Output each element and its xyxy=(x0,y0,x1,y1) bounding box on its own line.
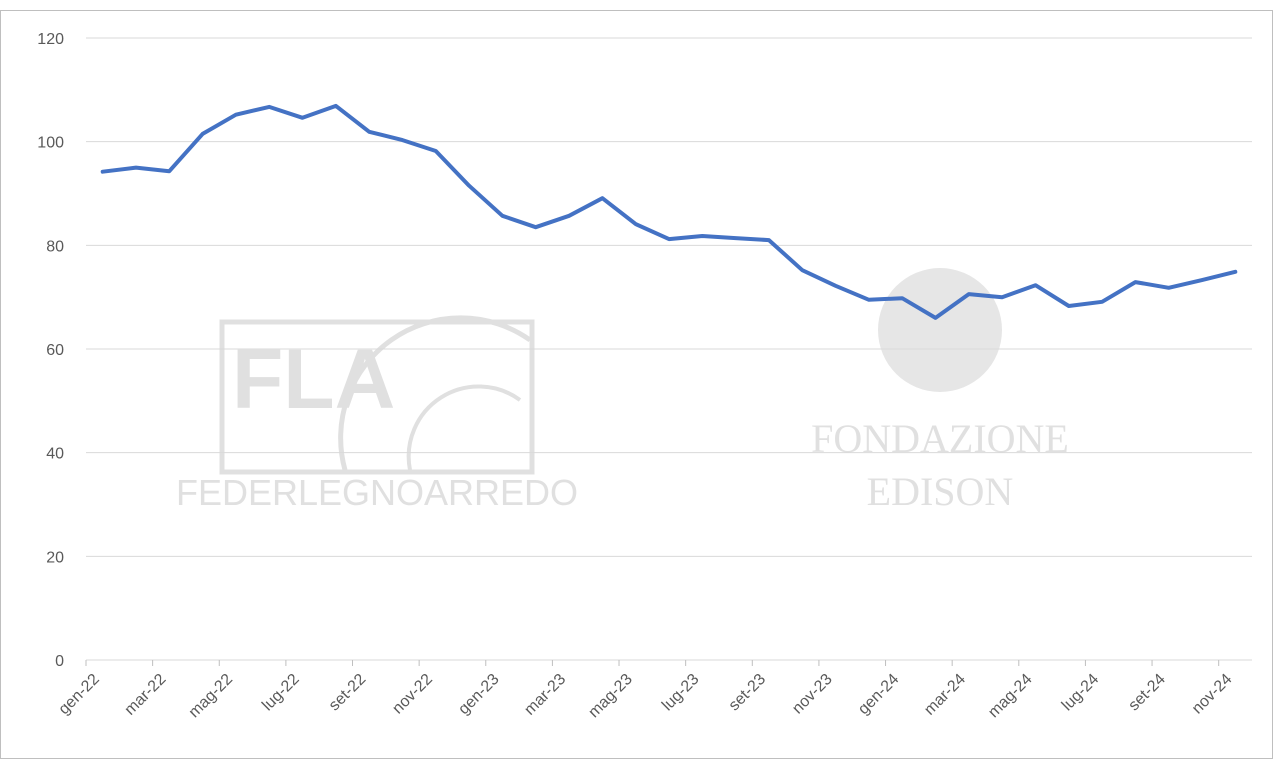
y-tick-label: 120 xyxy=(37,31,64,48)
x-tick-label: mag-24 xyxy=(985,671,1035,721)
x-tick-label: lug-24 xyxy=(1059,671,1103,715)
watermark-arc xyxy=(338,315,532,471)
x-tick-label: set-22 xyxy=(326,671,370,715)
x-tick-label: gen-24 xyxy=(855,671,902,718)
x-tick-label: nov-22 xyxy=(389,671,436,718)
y-tick-label: 100 xyxy=(37,135,64,152)
x-tick-label: mar-23 xyxy=(521,671,569,719)
x-tick-label: lug-23 xyxy=(659,671,703,715)
watermark-text: FONDAZIONE xyxy=(811,416,1069,461)
watermark-text: FLA xyxy=(232,332,395,426)
x-tick-label: gen-22 xyxy=(56,671,103,718)
y-tick-label: 80 xyxy=(46,238,64,255)
watermark-fla: FLA FEDERLEGNOARREDO xyxy=(176,315,578,513)
x-tick-label: gen-23 xyxy=(455,671,502,718)
x-tick-label: nov-23 xyxy=(789,671,836,718)
chart-frame xyxy=(0,10,1273,759)
y-tick-label: 40 xyxy=(46,446,64,463)
x-tick-label: lug-22 xyxy=(259,671,303,715)
x-tick-label: mar-24 xyxy=(921,671,969,719)
x-tick-label: nov-24 xyxy=(1189,671,1236,718)
x-tick-label: mag-23 xyxy=(585,671,635,721)
watermark-arc xyxy=(406,384,522,471)
x-tick-label: set-24 xyxy=(1125,671,1169,715)
y-tick-label: 20 xyxy=(46,549,64,566)
watermark-edison: FONDAZIONE EDISON xyxy=(811,268,1069,514)
watermark-logo xyxy=(878,268,1002,392)
watermark-text: EDISON xyxy=(867,469,1014,514)
line-series xyxy=(100,103,1238,320)
y-tick-label: 0 xyxy=(55,653,64,670)
x-tick-label: set-23 xyxy=(726,671,770,715)
x-tick-label: mag-22 xyxy=(186,671,236,721)
watermark-text: FEDERLEGNOARREDO xyxy=(176,472,578,513)
y-tick-label: 60 xyxy=(46,342,64,359)
x-tick-label: mar-22 xyxy=(122,671,170,719)
watermark-box xyxy=(219,319,535,475)
